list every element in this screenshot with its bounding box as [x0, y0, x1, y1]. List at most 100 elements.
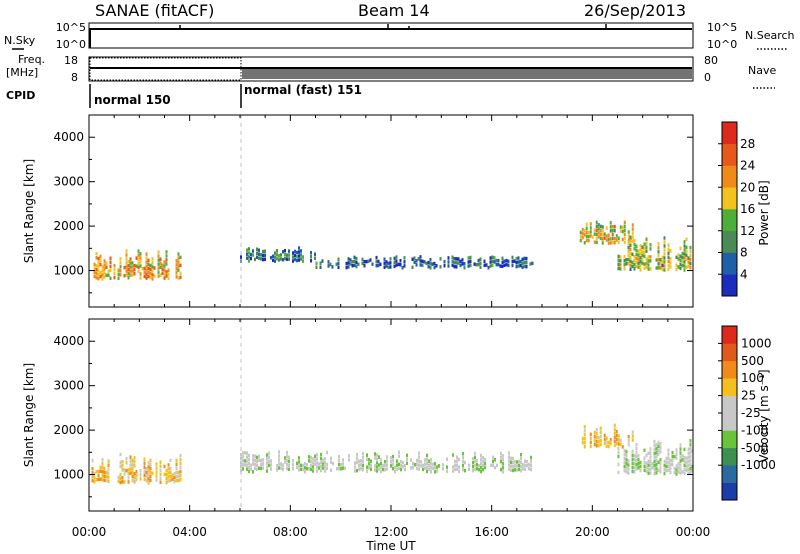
echo-cell: [683, 268, 686, 272]
echo-cell: [97, 276, 100, 281]
echo-cell: [127, 268, 130, 272]
echo-cell: [647, 467, 650, 471]
echo-cell: [296, 258, 298, 263]
echo-cell: [482, 459, 484, 464]
echo-cell: [119, 480, 122, 485]
echo-cell: [647, 451, 650, 455]
echo-cell: [97, 477, 100, 482]
colorbar-segment: [722, 252, 737, 275]
echo-cell: [627, 234, 630, 238]
echo-cell: [256, 455, 258, 460]
echo-cell: [635, 256, 638, 260]
echo-cell: [416, 466, 418, 471]
echo-cell: [685, 249, 688, 254]
echo-cell: [282, 258, 284, 262]
time-tick-label: 20:00: [575, 525, 610, 539]
echo-cell: [457, 261, 460, 265]
echo-cell: [165, 468, 168, 473]
echo-cell: [258, 466, 260, 471]
echo-cell: [419, 259, 422, 263]
echo-cell: [270, 467, 272, 471]
echo-cell: [101, 277, 104, 281]
echo-cell: [463, 262, 466, 266]
echo-cell: [635, 450, 638, 455]
echo-cell: [298, 468, 300, 472]
echo-cell: [145, 466, 148, 471]
echo-cell: [300, 467, 302, 472]
colorbar-segment: [722, 465, 737, 483]
echo-cell: [131, 458, 134, 463]
echo-cell: [511, 259, 514, 264]
echo-cell: [420, 464, 422, 468]
echo-cell: [426, 457, 428, 462]
echo-cell: [254, 454, 256, 459]
echo-cell: [163, 472, 166, 477]
echo-cell: [647, 463, 650, 467]
echo-cell: [436, 465, 438, 469]
echo-cell: [681, 259, 684, 264]
echo-cell: [669, 470, 672, 475]
echo-cell: [469, 255, 472, 260]
echo-cell: [125, 257, 128, 261]
echo-cell: [524, 467, 526, 471]
echo-cell: [344, 466, 346, 471]
echo-cell: [403, 264, 406, 268]
echo-cell: [276, 464, 278, 468]
echo-cell: [276, 249, 278, 253]
echo-cell: [310, 250, 312, 255]
echo-cell: [129, 455, 132, 459]
echo-cell: [597, 435, 600, 440]
echo-cell: [627, 238, 630, 242]
nave-tick-high: 80: [704, 54, 718, 67]
echo-cell: [410, 466, 412, 470]
echo-cell: [607, 241, 610, 245]
echo-cell: [101, 265, 104, 269]
echo-cell: [589, 432, 592, 437]
echo-cell: [526, 463, 528, 468]
echo-cell: [169, 478, 172, 483]
echo-cell: [669, 249, 672, 253]
echo-cell: [513, 259, 516, 263]
echo-cell: [657, 266, 660, 270]
echo-cell: [627, 249, 630, 254]
echo-cell: [681, 458, 684, 462]
noise-tick-high-right: 10^5: [707, 21, 737, 34]
echo-cell: [502, 458, 504, 462]
echo-cell: [278, 450, 280, 454]
echo-cell: [117, 475, 120, 479]
echo-cell: [302, 255, 304, 259]
echo-cell: [296, 461, 298, 466]
echo-cell: [657, 452, 660, 457]
echo-cell: [105, 273, 108, 277]
echo-cell: [679, 467, 682, 471]
echo-cell: [653, 459, 656, 464]
echo-cell: [298, 250, 300, 254]
echo-cell: [300, 257, 302, 261]
echo-cell: [347, 261, 350, 265]
echo-cell: [585, 234, 588, 239]
echo-cell: [623, 464, 626, 469]
echo-cell: [480, 461, 482, 466]
echo-cell: [579, 230, 582, 235]
echo-cell: [179, 275, 182, 280]
echo-cell: [306, 462, 308, 467]
echo-cell: [492, 463, 494, 468]
echo-cell: [310, 467, 312, 472]
echo-cell: [280, 253, 282, 257]
echo-cell: [631, 449, 634, 454]
echo-cell: [331, 265, 334, 269]
echo-cell: [324, 461, 326, 465]
echo-cell: [348, 458, 350, 462]
echo-cell: [402, 465, 404, 469]
echo-cell: [675, 456, 678, 460]
echo-cell: [422, 463, 424, 468]
echo-cell: [147, 274, 150, 279]
echo-cell: [171, 473, 174, 477]
echo-cell: [411, 265, 414, 270]
echo-cell: [149, 470, 152, 475]
echo-cell: [591, 235, 594, 239]
echo-cell: [657, 440, 660, 445]
echo-cell: [406, 453, 408, 458]
echo-cell: [458, 457, 460, 462]
echo-cell: [653, 463, 656, 468]
